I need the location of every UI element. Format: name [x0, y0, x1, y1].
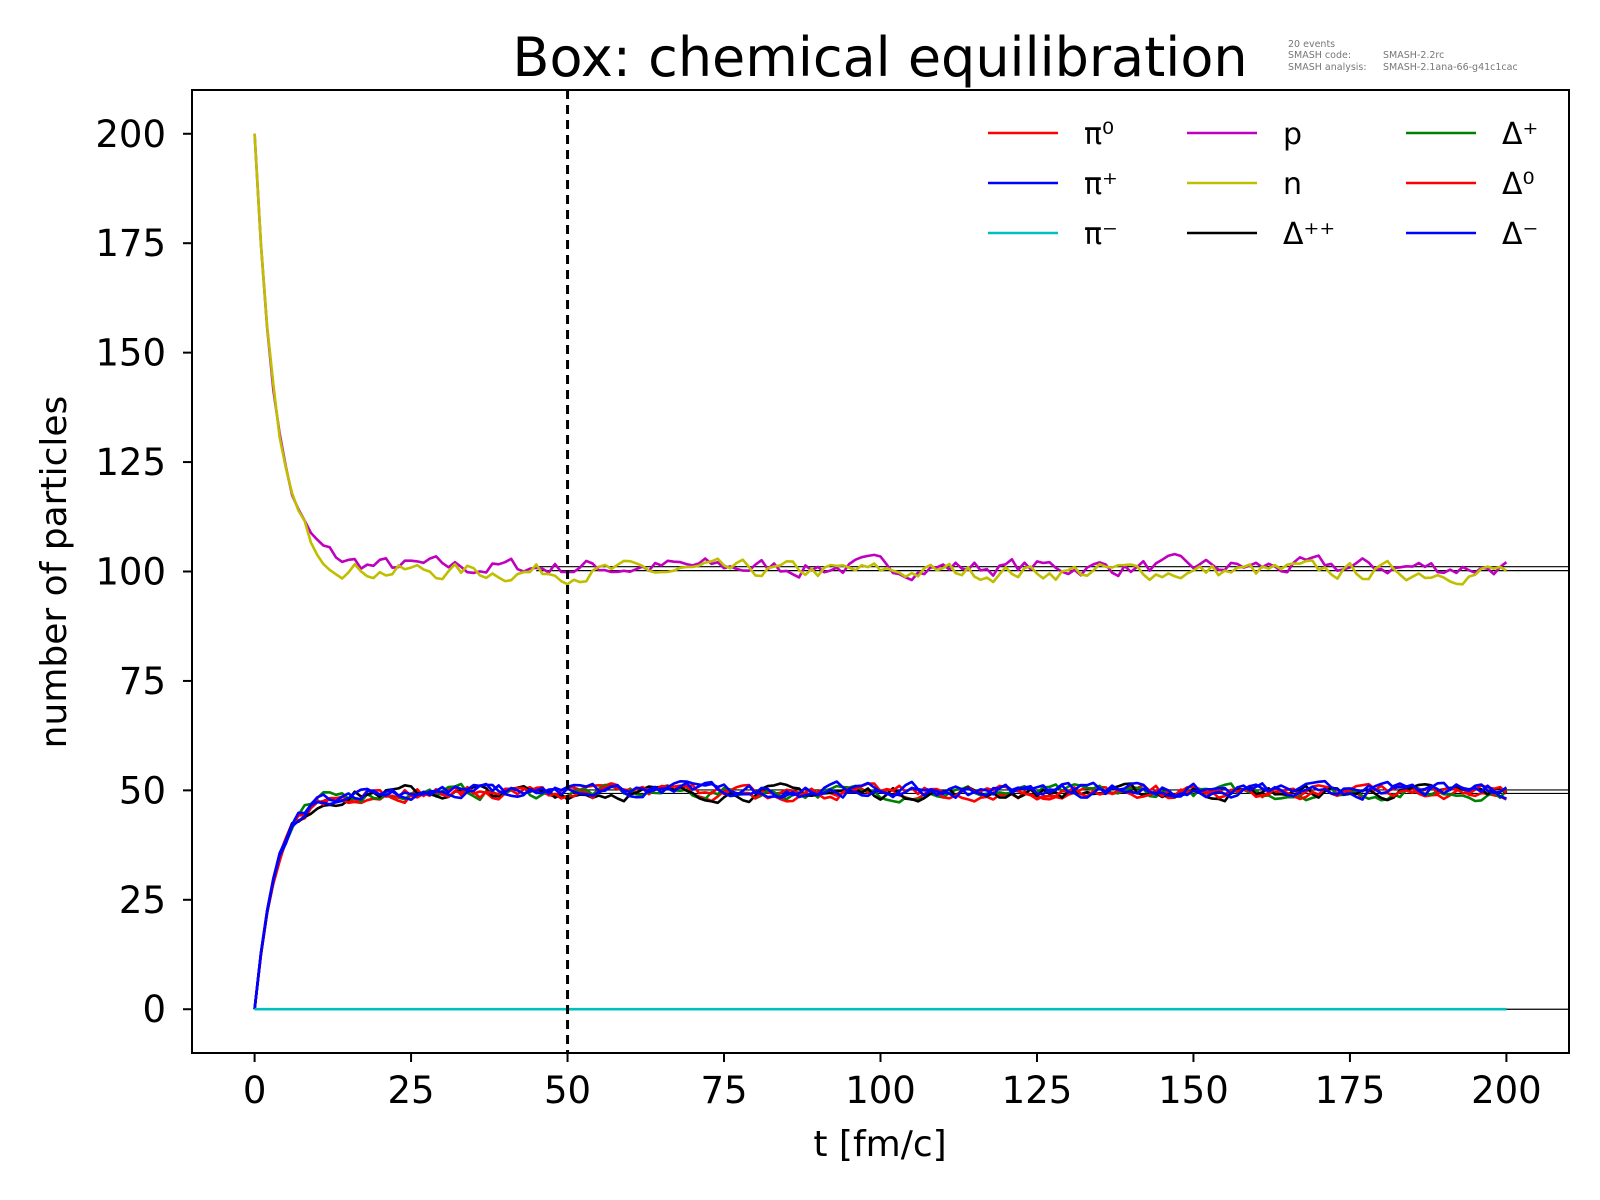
- legend-label: π⁻: [1084, 217, 1118, 252]
- x-tick-label: 50: [544, 1069, 591, 1112]
- y-tick-label: 50: [119, 769, 166, 812]
- y-tick-label: 75: [119, 660, 166, 703]
- legend-label: Δ⁻: [1502, 217, 1538, 252]
- x-tick-label: 200: [1471, 1069, 1542, 1112]
- legend-label: n: [1283, 167, 1302, 202]
- annotation-code-value: SMASH-2.2rc: [1383, 50, 1444, 61]
- y-tick-label: 100: [95, 551, 166, 594]
- legend-label: Δ⁺⁺: [1283, 217, 1335, 252]
- x-tick-label: 175: [1315, 1069, 1386, 1112]
- y-tick-label: 175: [95, 222, 166, 265]
- y-tick-label: 0: [142, 988, 166, 1031]
- x-tick-label: 0: [243, 1069, 267, 1112]
- annotation-code-label: SMASH code:: [1288, 50, 1351, 61]
- y-axis-label: number of particles: [34, 396, 75, 749]
- y-tick-label: 125: [95, 441, 166, 484]
- annotation-analysis-label: SMASH analysis:: [1288, 62, 1367, 73]
- legend-label: Δ⁺: [1502, 117, 1538, 152]
- legend: π⁰ π⁺ π⁻ pn Δ⁺⁺ Δ⁺ Δ⁰ Δ⁻: [988, 117, 1538, 252]
- x-axis: 0 25 50 75 100 125 150 175 200: [243, 1053, 1542, 1112]
- y-tick-label: 25: [119, 879, 166, 922]
- y-tick-label: 150: [95, 332, 166, 375]
- annotation-analysis-value: SMASH-2.1ana-66-g41c1cac: [1383, 62, 1518, 73]
- x-tick-label: 125: [1002, 1069, 1073, 1112]
- x-tick-label: 75: [700, 1069, 747, 1112]
- x-axis-label: t [fm/c]: [813, 1124, 946, 1165]
- chart-title: Box: chemical equilibration: [512, 26, 1247, 89]
- series-lines: [253, 133, 1508, 1011]
- legend-label: p: [1283, 117, 1302, 152]
- y-tick-label: 200: [95, 113, 166, 156]
- x-tick-label: 150: [1158, 1069, 1229, 1112]
- x-tick-label: 25: [388, 1069, 435, 1112]
- x-tick-label: 100: [845, 1069, 916, 1112]
- series-line: [253, 779, 1508, 1010]
- legend-label: Δ⁰: [1502, 167, 1535, 202]
- series-line: [253, 133, 1508, 586]
- legend-label: π⁰: [1084, 117, 1114, 152]
- y-axis: 0 25 50 75 100 125 150 175 200: [95, 113, 192, 1031]
- legend-label: π⁺: [1084, 167, 1118, 202]
- annotation-events: 20 events: [1288, 39, 1335, 50]
